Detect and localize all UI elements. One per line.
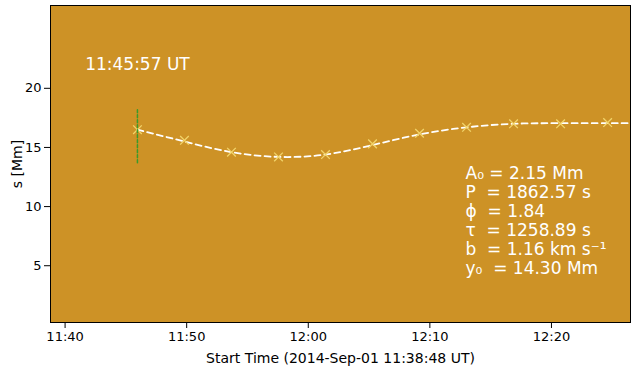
svg-text:A₀ = 2.15 MmP = 1862.57 sϕ =: A₀ = 2.15 MmP = 1862.57 sϕ = 1.84τ = 125…	[466, 163, 607, 278]
svg-text:5: 5	[33, 258, 41, 273]
svg-text:11:45:57 UT: 11:45:57 UT	[85, 54, 190, 74]
svg-text:10: 10	[25, 199, 42, 214]
svg-text:11:50: 11:50	[168, 329, 205, 344]
svg-text:12:20: 12:20	[533, 329, 570, 344]
svg-text:15: 15	[25, 140, 42, 155]
svg-text:s [Mm]: s [Mm]	[9, 140, 25, 188]
svg-text:12:00: 12:00	[290, 329, 327, 344]
svg-text:12:10: 12:10	[411, 329, 448, 344]
svg-text:20: 20	[25, 80, 42, 95]
svg-text:11:40: 11:40	[46, 329, 83, 344]
svg-text:Start Time (2014-Sep-01 11:38:: Start Time (2014-Sep-01 11:38:48 UT)	[206, 350, 475, 366]
